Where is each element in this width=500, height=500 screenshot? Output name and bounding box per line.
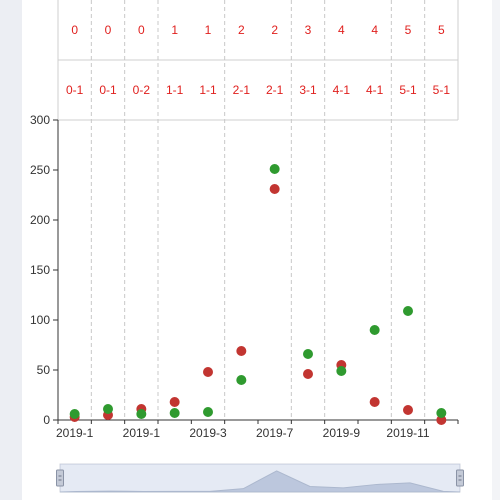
series-green-point: [103, 404, 113, 414]
series-red-point: [169, 397, 180, 407]
y-tick-label: 300: [30, 113, 50, 127]
y-tick-label: 250: [30, 163, 50, 177]
header-label: 2: [271, 23, 278, 37]
series-green-point: [403, 306, 413, 316]
zoom-slider-preview: [59, 470, 461, 493]
series-green-point: [169, 408, 180, 418]
header-label: 0: [71, 23, 78, 37]
series-red-point: [369, 397, 380, 407]
series-green-point: [336, 366, 347, 376]
header-label: 0-1: [66, 83, 84, 97]
y-tick-label: 50: [37, 363, 51, 377]
zoom-handle-right[interactable]: [456, 469, 464, 487]
y-tick-label: 150: [30, 263, 50, 277]
x-tick-label: 2019-11: [386, 426, 429, 440]
header-label: 3: [305, 23, 312, 37]
y-tick-label: 0: [43, 413, 50, 427]
series-red-point: [303, 369, 313, 379]
header-label: 3-1: [299, 83, 317, 97]
left-edge: [0, 0, 22, 500]
series-green-point: [269, 164, 280, 174]
x-tick-label: 2019-3: [189, 426, 227, 440]
series-green-point: [69, 409, 80, 419]
zoom-slider-selection[interactable]: [60, 464, 460, 492]
header-label: 0: [105, 23, 112, 37]
y-tick-label: 200: [30, 213, 50, 227]
header-label: 5-1: [433, 83, 451, 97]
series-red-point: [203, 367, 213, 377]
header-label: 1: [171, 23, 178, 37]
header-label: 5: [438, 23, 445, 37]
series-green-point: [369, 325, 380, 335]
header-label: 1: [205, 23, 212, 37]
header-label: 5-1: [399, 83, 417, 97]
zoom-handle-left[interactable]: [56, 469, 64, 487]
header-label: 0-2: [133, 83, 151, 97]
series-red-point: [269, 184, 280, 194]
header-label: 5: [405, 23, 412, 37]
x-tick-label: 2019-9: [323, 426, 361, 440]
header-label: 2-1: [233, 83, 251, 97]
series-red-point: [436, 415, 447, 425]
x-tick-label: 2019-1: [56, 426, 94, 440]
series-red-point: [403, 405, 413, 415]
header-label: 0: [138, 23, 145, 37]
header-label: 4-1: [366, 83, 384, 97]
x-tick-label: 2019-1: [123, 426, 161, 440]
series-green-point: [303, 349, 313, 359]
series-green-point: [236, 375, 247, 385]
chart-panel: [22, 0, 492, 500]
series-red-point: [236, 346, 247, 356]
header-label: 0-1: [99, 83, 117, 97]
header-label: 2-1: [266, 83, 284, 97]
header-label: 4: [338, 23, 345, 37]
series-green-point: [436, 408, 447, 418]
header-label: 1-1: [166, 83, 184, 97]
header-label: 4-1: [333, 83, 351, 97]
header-label: 2: [238, 23, 245, 37]
x-tick-label: 2019-7: [256, 426, 294, 440]
y-tick-label: 100: [30, 313, 50, 327]
series-green-point: [203, 407, 213, 417]
header-label: 1-1: [199, 83, 217, 97]
series-green-point: [136, 409, 147, 419]
header-label: 4: [371, 23, 378, 37]
